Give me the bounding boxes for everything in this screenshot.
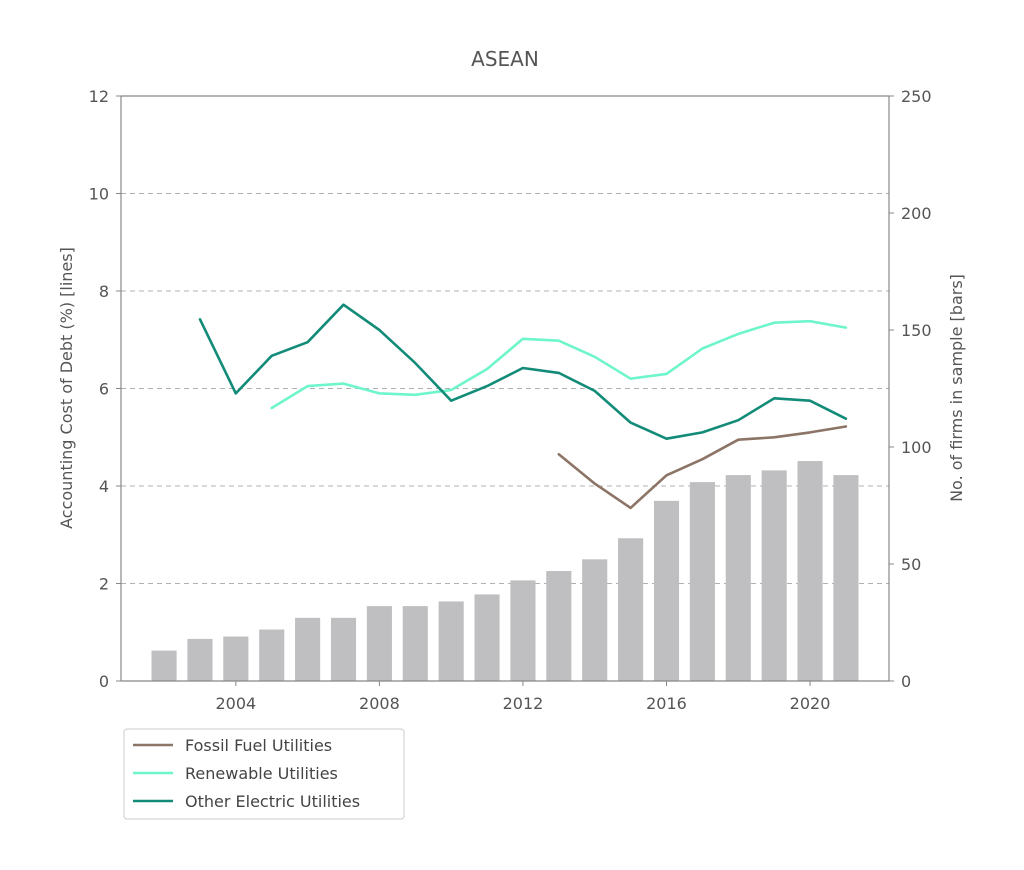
legend: Fossil Fuel Utilities Renewable Utilities…: [123, 728, 405, 820]
x-tick-label: 2008: [359, 694, 400, 713]
bar-2008: [366, 606, 392, 681]
legend-label: Other Electric Utilities: [185, 792, 360, 811]
left-tick-label: 6: [99, 380, 109, 399]
right-tick-label: 0: [901, 672, 911, 691]
x-tick-label: 2012: [503, 694, 544, 713]
bar-2007: [330, 617, 357, 681]
x-tick-label: 2004: [215, 694, 256, 713]
bar-2002: [151, 650, 177, 681]
left-tick-label: 12: [89, 87, 109, 106]
bar-2021: [833, 475, 859, 681]
left-axis-label: Accounting Cost of Debt (%) [lines]: [57, 247, 76, 529]
right-axis-label: No. of firms in sample [bars]: [947, 274, 966, 502]
bar-2006: [295, 617, 321, 681]
bar-2014: [582, 559, 608, 681]
series-lines: [198, 303, 848, 510]
right-tick-label: 100: [901, 438, 932, 457]
bar-2020: [797, 461, 823, 681]
bar-2004: [223, 636, 249, 681]
left-tick-label: 8: [99, 282, 109, 301]
bar-2016: [653, 500, 680, 681]
bar-2003: [187, 638, 213, 681]
right-tick-label: 150: [901, 321, 932, 340]
bar-2018: [725, 475, 751, 681]
right-tick-label: 250: [901, 87, 932, 106]
bars: [151, 461, 859, 681]
left-axis-ticks: 0 2 4 6 8 10 12: [89, 87, 121, 691]
x-tick-label: 2016: [646, 694, 687, 713]
series-line-2: [198, 303, 848, 441]
x-axis-ticks: 2004 2008 2012 2016 2020: [215, 681, 830, 713]
left-tick-label: 4: [99, 477, 109, 496]
left-tick-label: 0: [99, 672, 109, 691]
legend-label: Renewable Utilities: [185, 764, 338, 783]
right-tick-label: 50: [901, 555, 921, 574]
right-axis-ticks: 0 50 100 150 200 250: [889, 87, 932, 691]
bar-2013: [546, 571, 572, 681]
bar-2009: [402, 606, 428, 681]
legend-box: [123, 728, 405, 820]
bar-2017: [689, 482, 715, 681]
bar-2012: [510, 580, 536, 681]
bar-2015: [618, 538, 644, 681]
x-tick-label: 2020: [790, 694, 831, 713]
bar-2010: [438, 601, 464, 681]
bar-2019: [761, 470, 787, 681]
left-tick-label: 2: [99, 575, 109, 594]
legend-label: Fossil Fuel Utilities: [185, 736, 332, 755]
right-tick-label: 200: [901, 204, 932, 223]
bar-2011: [474, 594, 500, 681]
left-tick-label: 10: [89, 185, 109, 204]
series-line-1: [270, 319, 848, 410]
series-line-0: [557, 425, 848, 510]
bar-2005: [259, 629, 285, 681]
chart-title: ASEAN: [471, 47, 539, 71]
